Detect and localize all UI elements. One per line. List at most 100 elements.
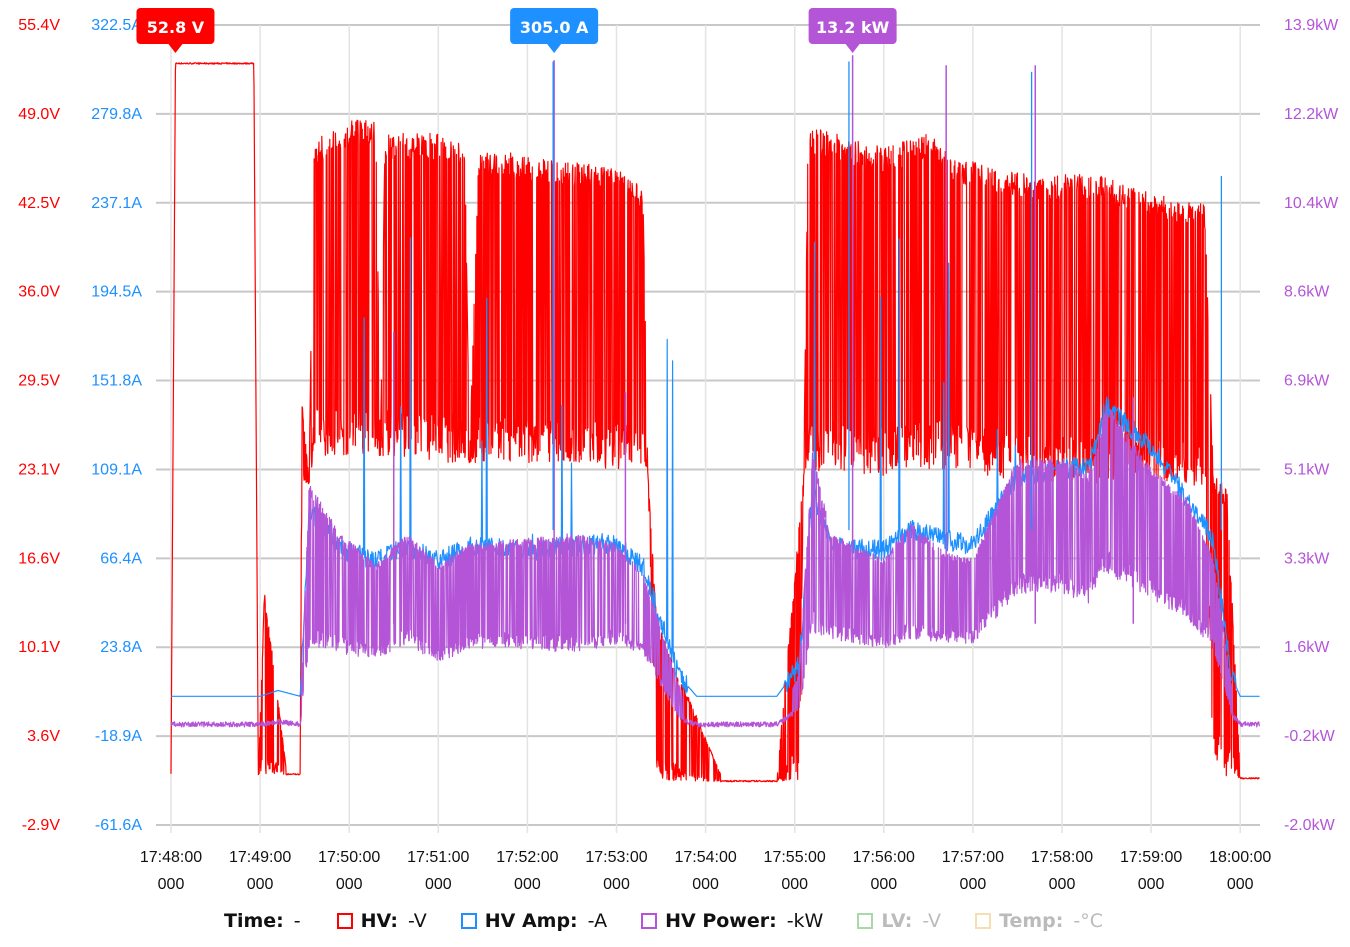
current-tick-label: 279.8A (91, 106, 142, 123)
power-axis: 13.9kW 12.2kW 10.4kW 8.6kW 6.9kW 5.1kW 3.3kW 1.… (1284, 17, 1339, 834)
time-tick-ms-label: 000 (870, 876, 897, 893)
marker-box (136, 8, 215, 44)
current-tick-label: 237.1A (91, 195, 142, 212)
power-tick-label: -0.2kW (1284, 728, 1336, 745)
time-tick-ms-label: 000 (514, 876, 541, 893)
marker-label: 13.2 kW (816, 18, 890, 37)
time-tick-label: 17:48:00 (140, 849, 202, 866)
legend-item-temp[interactable]: Temp: -°C (975, 910, 1103, 932)
time-tick-label: 17:58:00 (1031, 849, 1093, 866)
legend-label-lv: LV: (881, 910, 913, 932)
legend-label-temp: Temp: (999, 910, 1064, 932)
voltage-tick-label: -2.9V (22, 817, 61, 834)
time-tick-ms-label: 000 (692, 876, 719, 893)
power-tick-label: 3.3kW (1284, 550, 1330, 567)
time-tick-ms-label: 000 (158, 876, 185, 893)
power-tick-label: 1.6kW (1284, 639, 1330, 656)
power-tick-label: 5.1kW (1284, 461, 1330, 478)
time-tick-label: 17:54:00 (674, 849, 736, 866)
legend-item-time: Time: - (224, 910, 301, 932)
legend-swatch-hv-power[interactable] (641, 913, 658, 929)
current-tick-label: 23.8A (100, 639, 142, 656)
power-tick-label: 8.6kW (1284, 284, 1330, 301)
legend-item-lv[interactable]: LV: -V (857, 910, 941, 932)
legend-swatch-hv[interactable] (336, 913, 353, 929)
current-tick-label: -61.6A (95, 817, 142, 834)
current-tick-label: 322.5A (91, 17, 142, 34)
series-layer (170, 55, 1261, 783)
time-tick-ms-label: 000 (960, 876, 987, 893)
voltage-tick-label: 16.6V (18, 550, 60, 567)
voltage-tick-label: 23.1V (18, 461, 60, 478)
time-axis: 17:48:00 000 17:49:00 000 17:50:00 000 17:51:0… (140, 849, 1272, 893)
marker-hv-amp: 305.0 A (510, 8, 599, 53)
time-tick-ms-label: 000 (1138, 876, 1165, 893)
power-tick-label: 13.9kW (1284, 17, 1339, 34)
voltage-tick-label: 10.1V (18, 639, 60, 656)
marker-hv: 52.8 V (136, 8, 215, 53)
power-tick-label: -2.0kW (1284, 817, 1336, 834)
legend-value-hv-power: -kW (786, 910, 824, 932)
power-tick-label: 12.2kW (1284, 106, 1339, 123)
marker-pointer (547, 44, 562, 53)
marker-hv-power: 13.2 kW (808, 8, 897, 53)
legend-value-lv: -V (922, 910, 942, 932)
time-tick-label: 17:52:00 (496, 849, 558, 866)
time-tick-ms-label: 000 (425, 876, 452, 893)
legend-item-hv[interactable]: HV: -V (336, 910, 427, 932)
current-tick-label: -18.9A (95, 728, 142, 745)
voltage-tick-label: 42.5V (18, 195, 60, 212)
legend-label-hv: HV: (360, 910, 398, 932)
time-tick-ms-label: 000 (1227, 876, 1254, 893)
legend-swatch-hv-amp[interactable] (460, 913, 477, 929)
current-tick-label: 151.8A (91, 373, 142, 390)
power-tick-label: 6.9kW (1284, 373, 1330, 390)
marker-box (808, 8, 897, 44)
time-tick-label: 17:56:00 (853, 849, 915, 866)
marker-label: 305.0 A (520, 18, 589, 37)
time-tick-ms-label: 000 (1049, 876, 1076, 893)
voltage-tick-label: 3.6V (27, 728, 60, 745)
time-tick-ms-label: 000 (603, 876, 630, 893)
time-tick-ms-label: 000 (247, 876, 274, 893)
marker-pointer (168, 44, 183, 53)
legend-time-value: - (293, 910, 301, 932)
voltage-axis: 55.4V 49.0V 42.5V 36.0V 29.5V 23.1V 16.6V 10.1V… (18, 17, 60, 834)
current-tick-label: 109.1A (91, 461, 142, 478)
series-line-hv-power (170, 406, 1261, 728)
time-tick-label: 17:53:00 (585, 849, 647, 866)
power-tick-label: 10.4kW (1284, 195, 1339, 212)
legend: Time: - HV: -V HV Amp: -A HV Power: -kW … (0, 904, 1350, 944)
time-tick-ms-label: 000 (781, 876, 808, 893)
time-tick-label: 17:50:00 (318, 849, 380, 866)
legend-label-hv-amp: HV Amp: (484, 910, 578, 932)
time-tick-label: 17:57:00 (942, 849, 1004, 866)
time-tick-label: 17:51:00 (407, 849, 469, 866)
marker-label: 52.8 V (147, 18, 205, 37)
legend-swatch-lv[interactable] (857, 913, 874, 929)
marker-layer: 52.8 V 305.0 A 13.2 kW (136, 8, 897, 53)
voltage-tick-label: 55.4V (18, 17, 60, 34)
current-axis: 322.5A 279.8A 237.1A 194.5A 151.8A 109.1A 66.4… (91, 17, 142, 834)
legend-swatch-temp[interactable] (975, 913, 992, 929)
time-tick-label: 17:55:00 (764, 849, 826, 866)
marker-pointer (845, 44, 860, 53)
legend-value-temp: -°C (1073, 910, 1104, 932)
legend-time-label: Time: (224, 910, 284, 932)
legend-item-hv-amp[interactable]: HV Amp: -A (460, 910, 608, 932)
current-tick-label: 66.4A (100, 550, 142, 567)
legend-item-hv-power[interactable]: HV Power: -kW (641, 910, 823, 932)
legend-value-hv-amp: -A (587, 910, 608, 932)
time-tick-label: 18:00:00 (1209, 849, 1271, 866)
legend-value-hv: -V (407, 910, 427, 932)
time-tick-label: 17:59:00 (1120, 849, 1182, 866)
time-tick-label: 17:49:00 (229, 849, 291, 866)
current-tick-label: 194.5A (91, 284, 142, 301)
voltage-tick-label: 29.5V (18, 373, 60, 390)
legend-row: Time: - HV: -V HV Amp: -A HV Power: -kW … (224, 910, 1137, 932)
marker-box (510, 8, 599, 44)
voltage-tick-label: 36.0V (18, 284, 60, 301)
series-line-hv (170, 62, 1260, 783)
legend-label-hv-power: HV Power: (665, 910, 777, 932)
